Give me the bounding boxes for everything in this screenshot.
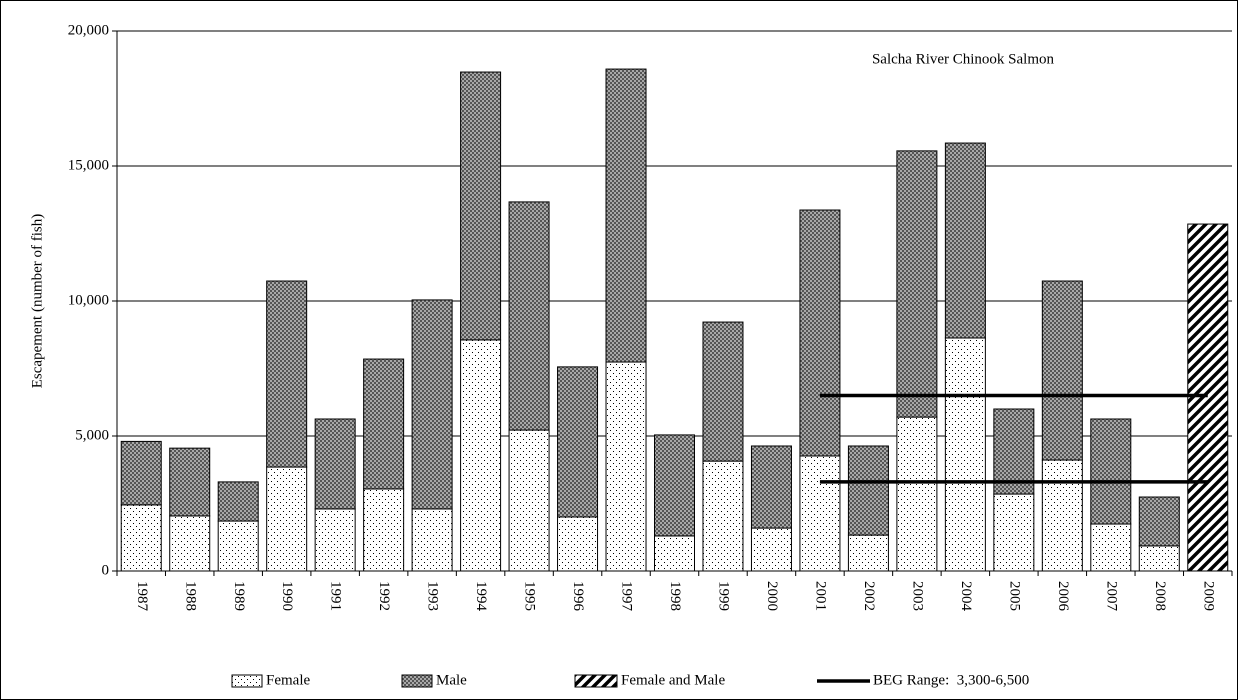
bar (314, 508, 356, 572)
legend-swatch (231, 674, 263, 688)
bar (1138, 545, 1180, 572)
bar (750, 527, 792, 572)
bar (799, 455, 841, 572)
x-tick-label: 2005 (1006, 581, 1022, 611)
x-tick-label: 1995 (522, 581, 538, 611)
y-axis-label: Escapement (number of fish) (29, 214, 45, 389)
bar (120, 504, 162, 572)
annotation: Salcha River Chinook Salmon (872, 51, 1055, 67)
x-tick-label: 1990 (279, 581, 295, 611)
bar (1090, 523, 1132, 572)
x-tick-label: 1992 (376, 581, 392, 611)
x-tick-label: 2004 (958, 581, 974, 612)
bar (169, 447, 211, 517)
bar (266, 280, 308, 468)
y-tick-label: 20,000 (68, 22, 109, 38)
legend-swatch (401, 674, 433, 688)
bar (944, 337, 986, 572)
bar (217, 520, 259, 572)
bar (363, 488, 405, 572)
bar (1090, 418, 1132, 525)
x-tick-label: 2008 (1152, 581, 1168, 611)
x-tick-label: 1987 (134, 581, 150, 612)
bar (1138, 496, 1180, 547)
x-tick-label: 1993 (425, 581, 441, 611)
bar (944, 142, 986, 339)
x-tick-label: 1996 (570, 581, 586, 612)
legend-label: Male (436, 672, 467, 688)
legend-swatch (574, 674, 618, 688)
bar (993, 408, 1035, 495)
bar (605, 68, 647, 363)
bar (508, 201, 550, 431)
x-tick-label: 1989 (231, 581, 247, 611)
y-tick-label: 0 (102, 562, 110, 578)
legend-label: BEG Range: 3,300-6,500 (873, 672, 1029, 688)
legend-label: Female and Male (621, 672, 725, 688)
bar (1187, 223, 1229, 572)
x-tick-label: 2001 (812, 581, 828, 611)
bar (411, 299, 453, 510)
bar (993, 493, 1035, 572)
bar (1041, 459, 1083, 572)
y-tick-label: 15,000 (68, 157, 109, 173)
x-tick-label: 1994 (473, 581, 489, 612)
bar (896, 150, 938, 418)
bar (654, 434, 695, 537)
bar (847, 534, 889, 572)
y-tick-label: 5,000 (75, 427, 109, 443)
x-tick-label: 1999 (716, 581, 732, 611)
x-tick-label: 2007 (1103, 581, 1119, 612)
x-tick-label: 2000 (764, 581, 780, 611)
bar (896, 416, 938, 572)
bar (169, 515, 211, 572)
bar (847, 445, 889, 536)
x-tick-label: 2003 (909, 581, 925, 611)
x-tick-label: 1997 (619, 581, 635, 612)
x-tick-label: 2009 (1200, 581, 1216, 611)
bar (750, 445, 792, 529)
x-tick-label: 2006 (1055, 581, 1071, 612)
bar (314, 418, 356, 510)
bar (702, 460, 744, 572)
x-tick-label: 1988 (182, 581, 198, 611)
bar (460, 71, 502, 341)
x-tick-label: 1991 (328, 581, 344, 611)
bar (363, 358, 405, 490)
bar (120, 440, 162, 506)
x-tick-label: 1998 (667, 581, 683, 611)
bar (1041, 280, 1083, 461)
x-tick-label: 2002 (861, 581, 877, 611)
bar (654, 535, 695, 572)
bar (557, 366, 599, 518)
bar (702, 321, 744, 462)
bar (799, 209, 841, 457)
bar (217, 481, 259, 522)
bar (605, 361, 647, 572)
bar (460, 339, 502, 572)
bar (411, 508, 453, 572)
bar (557, 516, 599, 572)
y-tick-label: 10,000 (68, 292, 109, 308)
bar (266, 466, 308, 572)
legend-label: Female (266, 672, 310, 688)
bar (508, 429, 550, 572)
